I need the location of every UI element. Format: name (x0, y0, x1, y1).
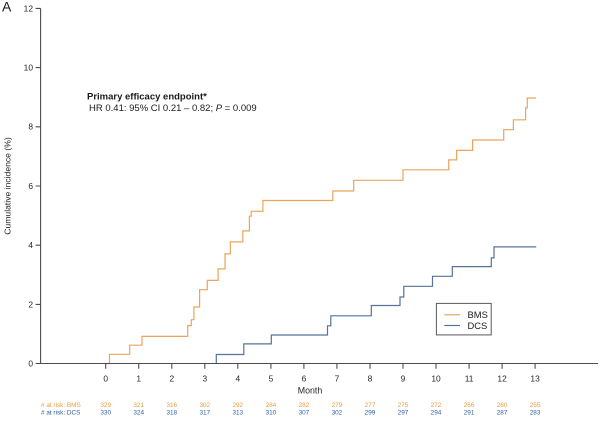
svg-text:299: 299 (365, 410, 376, 417)
svg-text:292: 292 (232, 402, 243, 409)
svg-text:297: 297 (398, 410, 409, 417)
svg-text:8: 8 (368, 374, 373, 384)
svg-text:7: 7 (335, 374, 340, 384)
svg-text:Cumulative incidence (%): Cumulative incidence (%) (3, 137, 13, 235)
svg-text:313: 313 (232, 410, 243, 417)
svg-text:9: 9 (401, 374, 406, 384)
svg-text:317: 317 (199, 410, 210, 417)
svg-text:329: 329 (100, 402, 111, 409)
svg-text:266: 266 (464, 402, 475, 409)
svg-text:2: 2 (28, 299, 33, 309)
svg-text:3: 3 (202, 374, 207, 384)
svg-text:282: 282 (299, 402, 310, 409)
svg-text:Primary efficacy endpoint*: Primary efficacy endpoint* (87, 91, 207, 102)
svg-text:Month: Month (298, 385, 323, 395)
svg-text:11: 11 (465, 374, 474, 384)
svg-text:318: 318 (166, 410, 177, 417)
svg-text:13: 13 (530, 374, 540, 384)
svg-text:12: 12 (497, 374, 507, 384)
svg-text:260: 260 (497, 402, 508, 409)
svg-text:287: 287 (497, 410, 508, 417)
svg-text:A: A (2, 0, 12, 15)
svg-text:6: 6 (302, 374, 307, 384)
svg-text:BMS: BMS (468, 309, 488, 320)
svg-text:10: 10 (431, 374, 441, 384)
svg-text:0: 0 (28, 358, 33, 368)
svg-text:4: 4 (28, 240, 33, 250)
svg-text:302: 302 (332, 410, 343, 417)
svg-text:275: 275 (398, 402, 409, 409)
svg-text:284: 284 (266, 402, 277, 409)
svg-text:6: 6 (28, 181, 33, 191)
svg-text:255: 255 (530, 402, 541, 409)
svg-text:277: 277 (365, 402, 376, 409)
svg-text:10: 10 (24, 63, 34, 73)
svg-text:5: 5 (269, 374, 274, 384)
svg-text:291: 291 (464, 410, 475, 417)
svg-text:324: 324 (133, 410, 144, 417)
svg-text:330: 330 (100, 410, 111, 417)
svg-text:12: 12 (24, 3, 34, 13)
svg-text:307: 307 (299, 410, 310, 417)
svg-text:310: 310 (266, 410, 277, 417)
svg-text:# at risk: DCS: # at risk: DCS (41, 410, 80, 417)
svg-text:321: 321 (133, 402, 144, 409)
svg-text:283: 283 (530, 410, 541, 417)
svg-text:1: 1 (136, 374, 141, 384)
svg-text:HR 0.41: 95% CI 0.21 – 0.82; P: HR 0.41: 95% CI 0.21 – 0.82; P = 0.009 (89, 103, 257, 114)
svg-text:279: 279 (332, 402, 343, 409)
svg-text:316: 316 (166, 402, 177, 409)
svg-text:294: 294 (431, 410, 442, 417)
svg-text:0: 0 (103, 374, 108, 384)
svg-text:272: 272 (431, 402, 442, 409)
svg-text:DCS: DCS (468, 320, 488, 331)
svg-text:8: 8 (28, 122, 33, 132)
svg-text:# at risk: BMS: # at risk: BMS (41, 402, 81, 409)
svg-text:302: 302 (199, 402, 210, 409)
svg-text:2: 2 (169, 374, 174, 384)
svg-text:4: 4 (235, 374, 240, 384)
